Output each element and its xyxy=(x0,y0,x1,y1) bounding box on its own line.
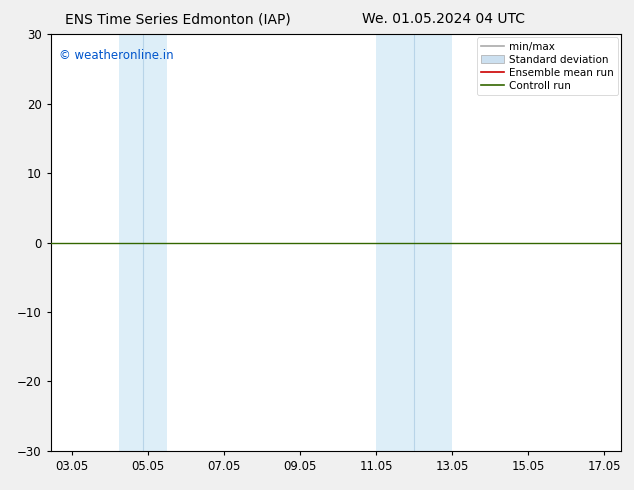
Legend: min/max, Standard deviation, Ensemble mean run, Controll run: min/max, Standard deviation, Ensemble me… xyxy=(477,37,618,95)
Bar xyxy=(119,34,167,451)
Text: ENS Time Series Edmonton (IAP): ENS Time Series Edmonton (IAP) xyxy=(65,12,290,26)
Text: We. 01.05.2024 04 UTC: We. 01.05.2024 04 UTC xyxy=(362,12,526,26)
Bar xyxy=(376,34,452,451)
Text: © weatheronline.in: © weatheronline.in xyxy=(59,49,174,62)
